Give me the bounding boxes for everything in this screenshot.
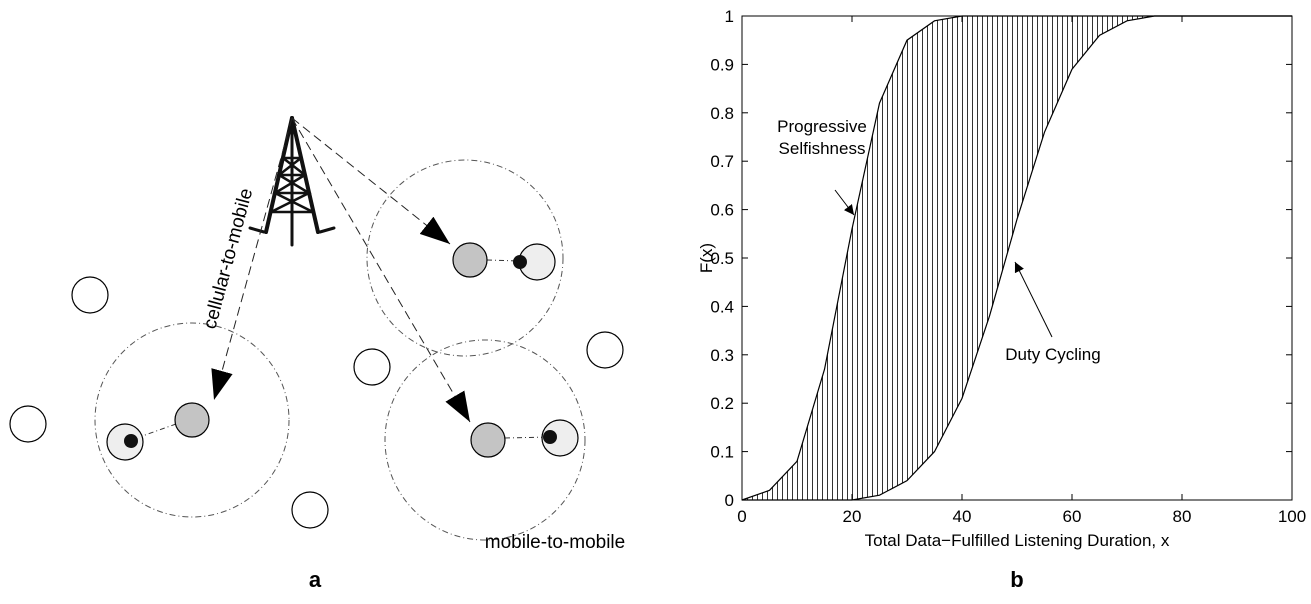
x-axis-title: Total Data−Fulfilled Listening Duration,…	[865, 531, 1170, 550]
mobile-label: mobile-to-mobile	[485, 532, 625, 553]
device-dot	[543, 430, 557, 444]
x-tick-label: 100	[1278, 507, 1306, 526]
x-tick-label: 60	[1063, 507, 1082, 526]
annotation: Progressive	[777, 117, 867, 136]
diagram	[95, 160, 585, 540]
x-tick-label: 40	[953, 507, 972, 526]
annotation: Duty Cycling	[1005, 345, 1100, 364]
node	[292, 492, 328, 528]
tower	[250, 118, 334, 245]
y-tick-label: 0.7	[710, 152, 734, 171]
mobile-node	[175, 403, 209, 437]
idle-nodes	[10, 277, 623, 528]
node	[354, 349, 390, 385]
node	[10, 406, 46, 442]
y-tick-label: 0.4	[710, 297, 734, 316]
x-tick-label: 80	[1173, 507, 1192, 526]
node	[72, 277, 108, 313]
annotation: Selfishness	[779, 139, 866, 158]
hatch-fill	[742, 16, 1292, 500]
y-tick-label: 0.8	[710, 104, 734, 123]
y-tick-label: 0.1	[710, 443, 734, 462]
mobile-node	[453, 243, 487, 277]
y-tick-label: 0.9	[710, 55, 734, 74]
figure: cellular-to-mobile mobile-to-mobile a 0 2…	[0, 0, 1311, 599]
y-axis-title: F(x)	[697, 243, 716, 273]
mobile-links	[107, 243, 578, 460]
annotation-arrow	[1015, 262, 1052, 337]
cellular-links	[214, 118, 470, 422]
device-dot	[124, 434, 138, 448]
y-tick-label: 0.6	[710, 201, 734, 220]
y-tick-label: 0	[725, 491, 734, 510]
x-tick-label: 0	[737, 507, 746, 526]
node	[587, 332, 623, 368]
y-tick-label: 0.2	[710, 394, 734, 413]
page: {"diagram": {"cellular_label": "cellular…	[0, 0, 1311, 599]
caption: b	[1010, 567, 1023, 592]
x-tick-label: 20	[843, 507, 862, 526]
mobile-node	[471, 423, 505, 457]
device-dot	[513, 255, 527, 269]
cellular-label: cellular-to-mobile	[200, 186, 258, 331]
annotation-arrow	[835, 190, 854, 215]
caption: a	[309, 567, 322, 592]
y-tick-label: 1	[725, 7, 734, 26]
y-tick-label: 0.3	[710, 346, 734, 365]
